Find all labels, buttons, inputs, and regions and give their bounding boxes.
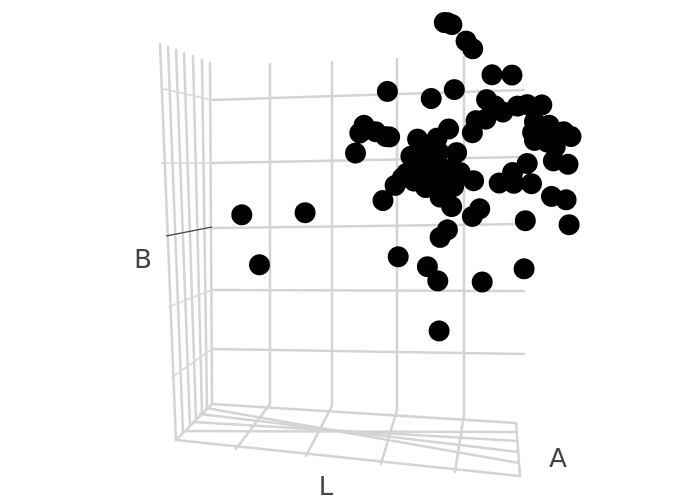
data-point-80 [558,214,580,236]
data-point-49 [384,174,406,196]
data-point-18 [345,142,366,164]
back-wall-grid [210,55,526,416]
data-point-62 [488,172,510,194]
data-point-63 [503,172,525,194]
axis-label-x: L [319,472,334,500]
data-point-23 [475,108,497,130]
data-point-61 [557,153,579,175]
data-point-76 [514,210,536,232]
data-point-20 [438,118,460,140]
data-point-57 [463,170,485,192]
data-point-78 [387,246,409,268]
data-point-2 [441,14,463,36]
data-point-32 [560,126,582,147]
data-point-81 [427,270,449,292]
data-point-6 [420,88,442,109]
data-point-66 [294,202,316,224]
data-point-65 [231,204,253,226]
data-point-7 [443,79,465,101]
floor-grid [174,402,522,478]
data-point-64 [521,173,542,195]
side-wall-grid [158,42,214,442]
data-point-36 [522,122,544,143]
data-point-84 [428,320,450,342]
data-point-16 [379,126,401,148]
scatter-points [231,12,582,342]
data-point-71 [461,205,483,227]
data-point-75 [555,189,577,211]
data-point-82 [471,271,493,293]
data-point-67 [372,190,394,211]
data-point-73 [429,226,451,248]
data-point-69 [441,196,463,218]
data-point-5 [376,80,398,102]
data-point-83 [513,258,535,280]
data-point-59 [516,153,538,174]
axis-label-z: B [134,245,152,275]
data-point-8 [481,64,503,86]
data-point-9 [501,64,523,86]
data-point-39 [446,142,468,164]
data-point-4 [462,38,484,60]
data-point-77 [249,254,270,276]
data-point-28 [531,94,553,116]
axis-label-y: A [549,444,567,474]
